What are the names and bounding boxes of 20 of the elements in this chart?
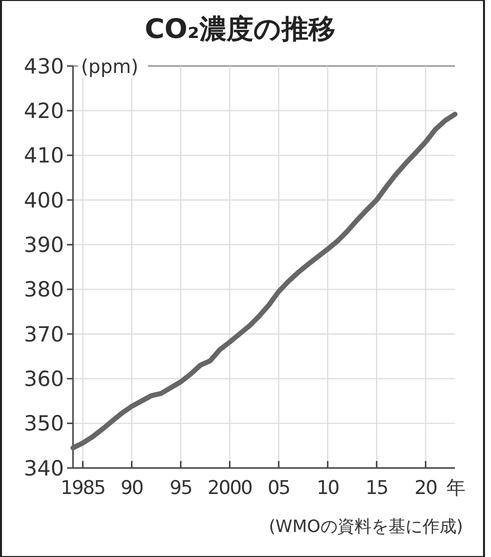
x-tick-label: 10 xyxy=(316,477,339,499)
x-axis-title: 年 xyxy=(446,477,466,499)
chart-title: CO₂濃度の推移 xyxy=(144,14,336,45)
x-tick-label: 95 xyxy=(170,477,192,499)
y-axis-title: (ppm) xyxy=(81,56,138,78)
x-tick-label: 2000 xyxy=(208,477,252,499)
y-tick-label: 370 xyxy=(24,322,64,346)
y-tick-label: 390 xyxy=(24,233,64,258)
x-tick-label: 20 xyxy=(414,477,437,499)
y-tick-label: 400 xyxy=(24,188,64,212)
y-tick-label: 410 xyxy=(24,144,64,168)
y-tick-label: 350 xyxy=(24,412,64,436)
y-tick-label: 430 xyxy=(24,54,64,78)
x-tick-label: 05 xyxy=(268,477,290,499)
x-tick-label: 15 xyxy=(366,477,388,499)
y-tick-label: 380 xyxy=(24,278,64,302)
y-tick-label: 360 xyxy=(24,367,64,392)
x-tick-label: 90 xyxy=(120,477,143,499)
text: (WMOの資料を基に作成) xyxy=(268,517,463,537)
y-tick-label: 420 xyxy=(24,99,64,124)
